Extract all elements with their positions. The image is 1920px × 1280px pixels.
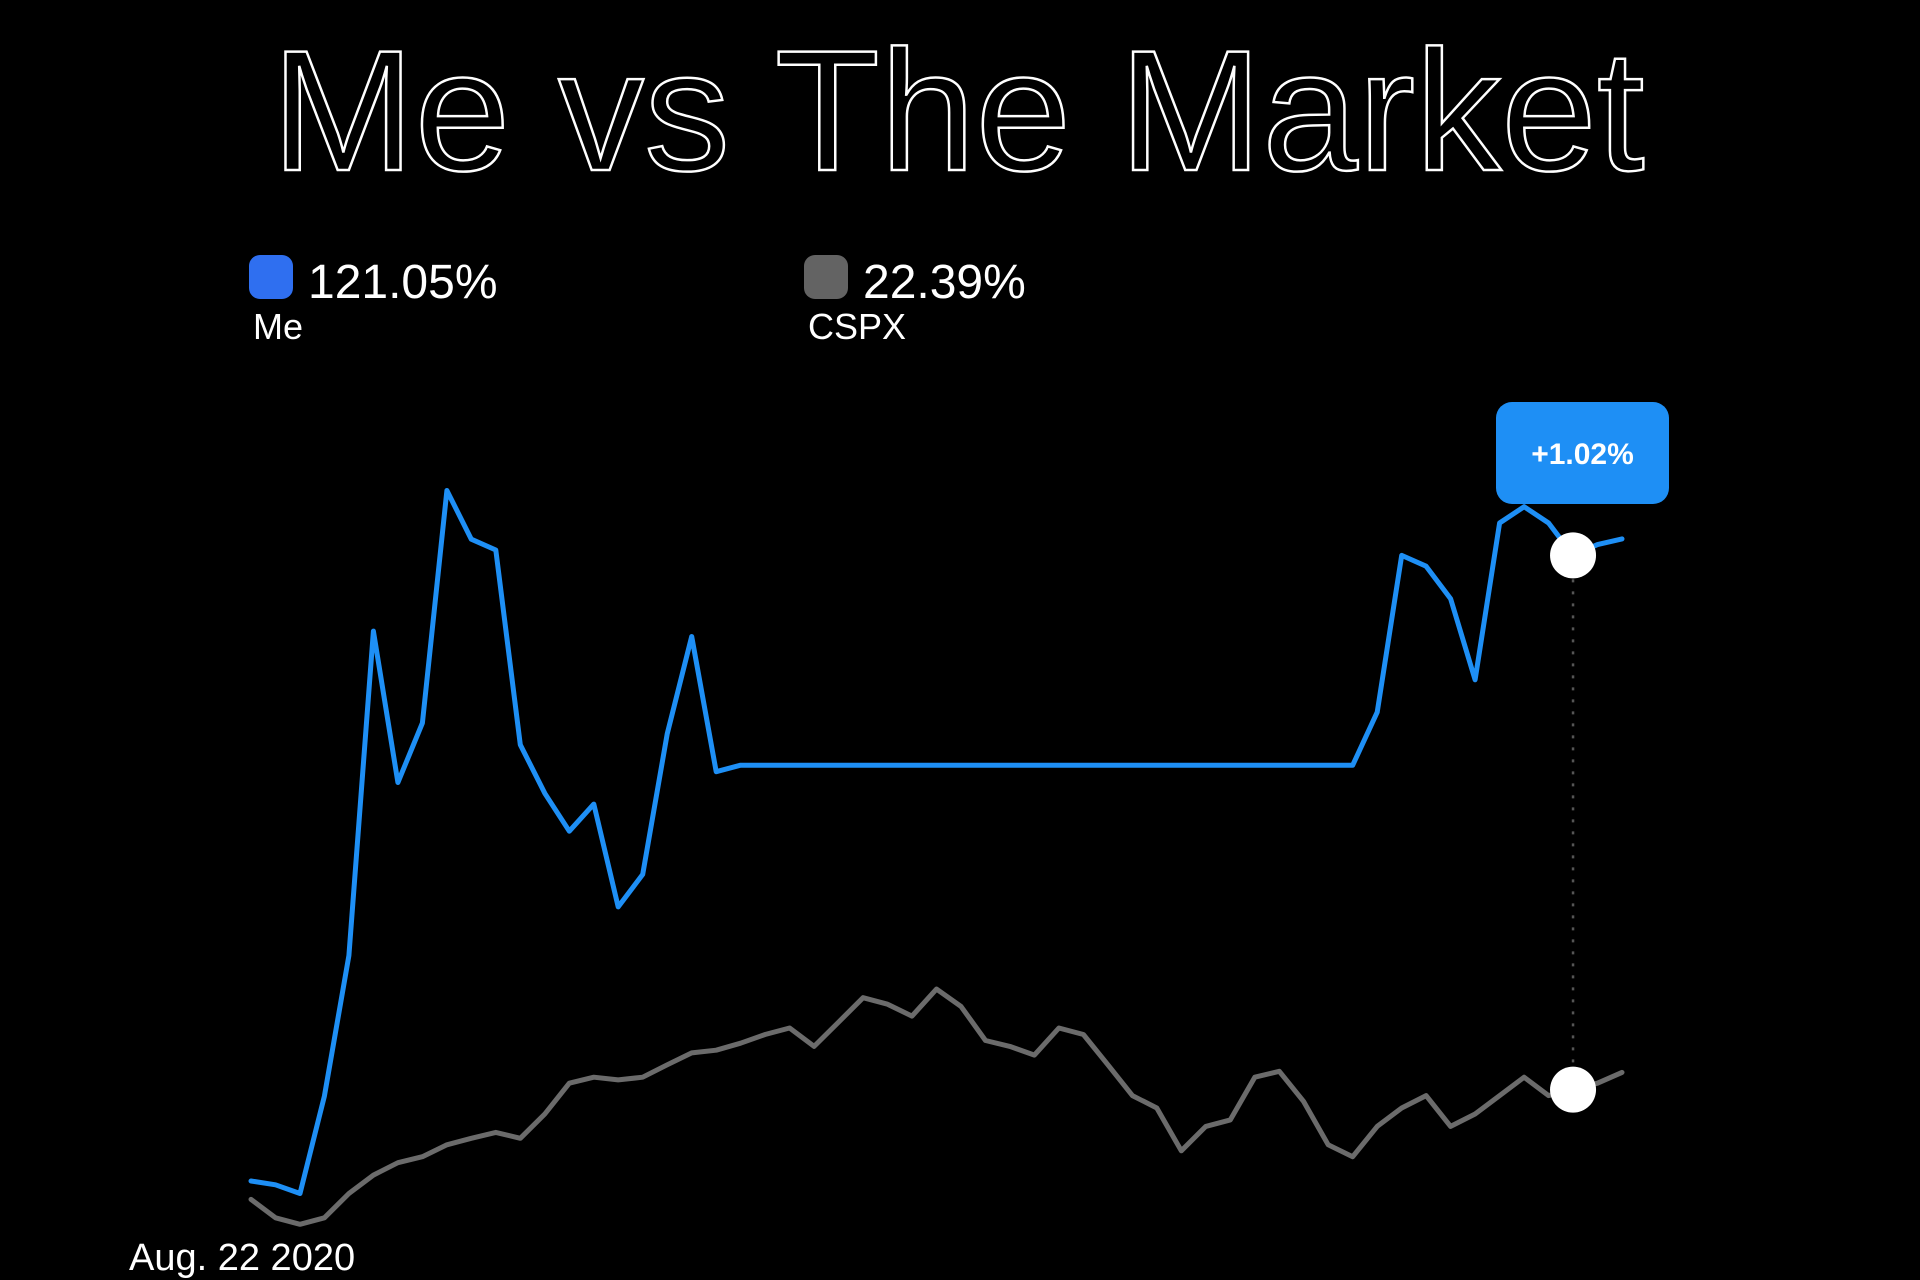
- legend-swatch: [804, 255, 848, 299]
- series-line: [248, 986, 1625, 1227]
- legend-value: 22.39%: [863, 256, 1026, 309]
- legend-name: Me: [253, 306, 303, 347]
- chart-title: Me vs The Market: [271, 15, 1644, 207]
- start-date-label: Aug. 22 2020: [129, 1237, 355, 1279]
- hover-dot: [1550, 1066, 1597, 1113]
- tooltip-box: [1496, 402, 1669, 504]
- legend-swatch: [249, 255, 293, 299]
- series-line: [248, 488, 1625, 1196]
- tooltip-label: +1.02%: [1531, 438, 1634, 471]
- legend-name: CSPX: [808, 306, 906, 347]
- legend-value: 121.05%: [308, 256, 498, 309]
- hover-dot: [1550, 532, 1597, 579]
